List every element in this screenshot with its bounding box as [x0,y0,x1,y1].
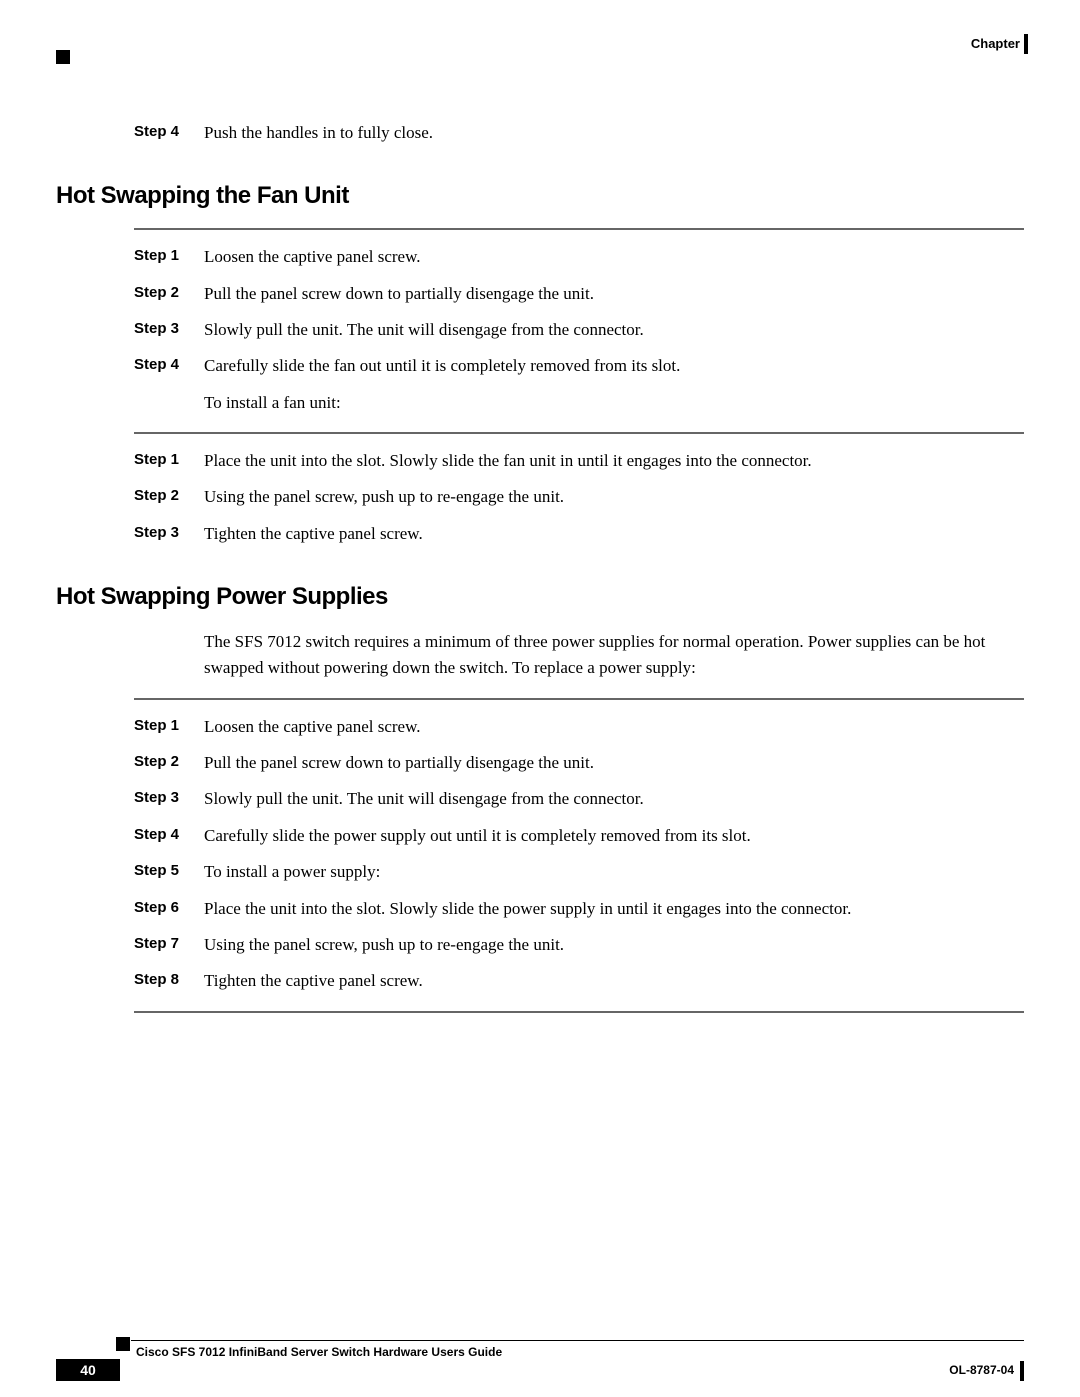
step-label: Step 1 [134,244,198,270]
step-label: Step 2 [134,750,198,776]
step-text: Pull the panel screw down to partially d… [198,750,1024,776]
corner-marker-top [56,50,70,64]
step-text: Push the handles in to fully close. [198,120,1024,146]
step-row: Step 4Carefully slide the fan out until … [56,353,1024,379]
doc-id: OL-8787-04 [949,1363,1014,1377]
step-row: Step 4Carefully slide the power supply o… [56,823,1024,849]
step-label: Step 2 [134,484,198,510]
step-text: Tighten the captive panel screw. [198,521,1024,547]
horizontal-rule [134,432,1024,434]
step-label: Step 1 [134,448,198,474]
page-footer: Cisco SFS 7012 InfiniBand Server Switch … [56,1340,1024,1359]
footer-doc-title: Cisco SFS 7012 InfiniBand Server Switch … [136,1345,1024,1359]
step-label: Step 7 [134,932,198,958]
step-text: Using the panel screw, push up to re-eng… [198,484,1024,510]
horizontal-rule [134,1011,1024,1013]
step-label: Step 4 [134,353,198,379]
step-label: Step 8 [134,968,198,994]
footer-bar [1020,1361,1024,1381]
step-text: Slowly pull the unit. The unit will dise… [198,317,1024,343]
step-row: Step 2Pull the panel screw down to parti… [56,750,1024,776]
horizontal-rule [134,698,1024,700]
step-label: Step 4 [134,823,198,849]
step-text: Slowly pull the unit. The unit will dise… [198,786,1024,812]
step-text: Place the unit into the slot. Slowly sli… [198,896,1024,922]
step-row: Step 3Tighten the captive panel screw. [56,521,1024,547]
step-text: To install a power supply: [198,859,1024,885]
horizontal-rule [134,228,1024,230]
page-number: 40 [56,1359,120,1381]
step-text: Using the panel screw, push up to re-eng… [198,932,1024,958]
step-text: Loosen the captive panel screw. [198,244,1024,270]
step-label: Step 2 [134,281,198,307]
sub-instruction: To install a fan unit: [204,390,1024,416]
step-row: Step 3Slowly pull the unit. The unit wil… [56,317,1024,343]
step-row: Step 1Loosen the captive panel screw. [56,244,1024,270]
step-label: Step 1 [134,714,198,740]
step-row: Step 5To install a power supply: [56,859,1024,885]
step-row: Step 7Using the panel screw, push up to … [56,932,1024,958]
step-text: Tighten the captive panel screw. [198,968,1024,994]
step-row: Step 3Slowly pull the unit. The unit wil… [56,786,1024,812]
step-label: Step 4 [134,120,198,146]
step-text: Carefully slide the power supply out unt… [198,823,1024,849]
step-text: Place the unit into the slot. Slowly sli… [198,448,1024,474]
section-intro-paragraph: The SFS 7012 switch requires a minimum o… [204,629,1024,682]
step-row: Step 2Pull the panel screw down to parti… [56,281,1024,307]
step-row: Step 2Using the panel screw, push up to … [56,484,1024,510]
step-row: Step 1Loosen the captive panel screw. [56,714,1024,740]
step-label: Step 3 [134,786,198,812]
step-label: Step 5 [134,859,198,885]
step-text: Carefully slide the fan out until it is … [198,353,1024,379]
section-heading-power: Hot Swapping Power Supplies [56,583,1024,611]
step-row: Step 8Tighten the captive panel screw. [56,968,1024,994]
step-label: Step 3 [134,317,198,343]
step-text: Pull the panel screw down to partially d… [198,281,1024,307]
header-bar [1024,34,1028,54]
step-row: Step 1Place the unit into the slot. Slow… [56,448,1024,474]
intro-step-row: Step 4 Push the handles in to fully clos… [56,120,1024,146]
step-row: Step 6Place the unit into the slot. Slow… [56,896,1024,922]
step-label: Step 3 [134,521,198,547]
footer-rule [131,1340,1024,1341]
section-heading-fan: Hot Swapping the Fan Unit [56,182,1024,210]
page-content: Step 4 Push the handles in to fully clos… [56,120,1024,1027]
step-label: Step 6 [134,896,198,922]
header-chapter: Chapter [971,36,1020,51]
step-text: Loosen the captive panel screw. [198,714,1024,740]
